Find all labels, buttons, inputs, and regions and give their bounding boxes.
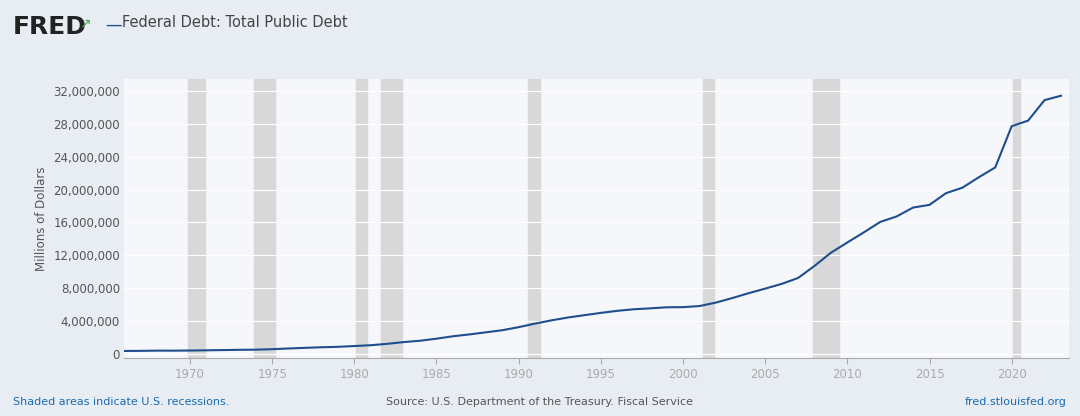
Text: —: — bbox=[105, 15, 121, 33]
Bar bbox=[1013, 79, 1020, 358]
Text: Federal Debt: Total Public Debt: Federal Debt: Total Public Debt bbox=[122, 15, 348, 30]
Bar bbox=[380, 79, 402, 358]
Text: Shaded areas indicate U.S. recessions.: Shaded areas indicate U.S. recessions. bbox=[13, 397, 229, 407]
Bar bbox=[188, 79, 205, 358]
Y-axis label: Millions of Dollars: Millions of Dollars bbox=[35, 166, 48, 271]
Bar bbox=[356, 79, 367, 358]
Bar bbox=[528, 79, 540, 358]
Bar bbox=[254, 79, 275, 358]
Text: Source: U.S. Department of the Treasury. Fiscal Service: Source: U.S. Department of the Treasury.… bbox=[387, 397, 693, 407]
Bar bbox=[703, 79, 714, 358]
Bar bbox=[813, 79, 839, 358]
Text: fred.stlouisfed.org: fred.stlouisfed.org bbox=[966, 397, 1067, 407]
Text: FRED: FRED bbox=[13, 15, 86, 39]
Text: ↗: ↗ bbox=[79, 17, 91, 31]
